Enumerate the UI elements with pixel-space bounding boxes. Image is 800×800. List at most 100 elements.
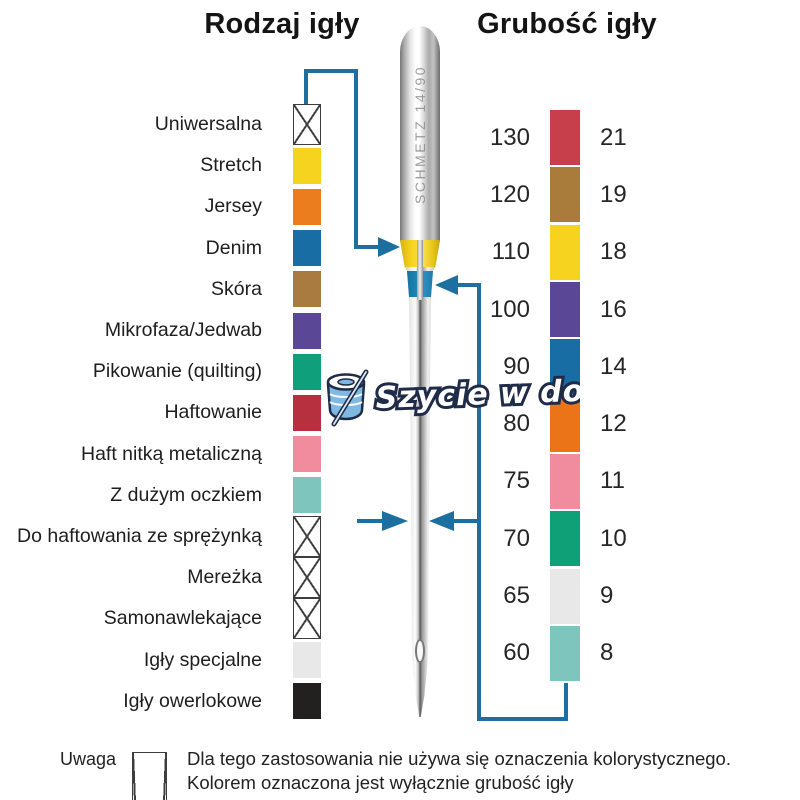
type-color-swatch xyxy=(293,477,321,514)
needle-type-row: Mikrofaza/Jedwab xyxy=(0,310,321,351)
size-eu-value: 65 xyxy=(503,582,530,610)
size-eu-value: 130 xyxy=(489,123,530,151)
size-eu-value: 100 xyxy=(489,295,530,323)
needle-size-row: 120 19 xyxy=(420,166,670,223)
needle-shank: SCHMETZ 14/90 xyxy=(400,26,440,242)
size-color-swatch xyxy=(550,511,580,567)
type-color-swatch-wrap xyxy=(293,269,321,310)
needle-type-row: Denim xyxy=(0,228,321,269)
watermark: Szycie w domu xyxy=(320,364,642,439)
size-eu-value: 120 xyxy=(489,180,530,208)
type-color-swatch xyxy=(293,312,321,349)
size-eu-value: 110 xyxy=(491,238,530,266)
size-color-swatch xyxy=(550,453,580,509)
type-color-swatch xyxy=(293,188,321,225)
size-color-swatch xyxy=(550,282,580,338)
type-color-swatch xyxy=(293,436,321,473)
type-band-arrow xyxy=(378,237,400,257)
needle-type-label: Mereżka xyxy=(187,566,262,589)
type-color-swatch-wrap xyxy=(293,639,321,680)
size-eu-value: 60 xyxy=(503,639,530,667)
needle-size-row: 65 9 xyxy=(420,567,670,624)
type-color-swatch xyxy=(293,104,321,146)
type-color-swatch xyxy=(293,353,321,390)
needle-type-row: Haft nitką metaliczną xyxy=(0,434,321,475)
needle-eye xyxy=(415,639,425,663)
note-line-1: Dla tego zastosowania nie używa się ozna… xyxy=(187,748,731,769)
crossed-box-icon xyxy=(132,752,167,800)
type-color-swatch xyxy=(293,557,321,599)
size-us-value: 8 xyxy=(600,639,614,667)
type-color-swatch-wrap xyxy=(293,598,321,640)
size-us-value: 9 xyxy=(600,582,614,610)
size-color-swatch xyxy=(550,568,580,624)
size-eu-value: 75 xyxy=(503,467,530,495)
type-color-swatch-wrap xyxy=(293,515,321,558)
needle-type-row: Pikowanie (quilting) xyxy=(0,351,321,392)
needle-type-label: Mikrofaza/Jedwab xyxy=(104,319,262,342)
type-color-swatch xyxy=(293,642,321,679)
size-us-value: 12 xyxy=(600,410,627,438)
needle-type-label: Pikowanie (quilting) xyxy=(92,360,262,383)
size-us-value: 16 xyxy=(600,295,627,323)
type-color-swatch-wrap xyxy=(293,434,321,475)
type-color-swatch xyxy=(293,147,321,184)
note-label: Uwaga xyxy=(60,749,117,769)
needle-type-label: Igły owerlokowe xyxy=(123,689,262,712)
size-us-value: 18 xyxy=(600,238,627,266)
type-color-swatch-wrap xyxy=(293,557,321,599)
size-eu-value: 70 xyxy=(503,524,530,552)
needle-type-row: Z dużym oczkiem xyxy=(0,475,321,516)
needle-size-row: 110 18 xyxy=(420,224,670,281)
needle-type-label: Z dużym oczkiem xyxy=(110,483,262,506)
needle-type-row: Haftowanie xyxy=(0,392,321,433)
type-color-swatch-wrap xyxy=(293,104,321,146)
size-us-value: 21 xyxy=(600,123,627,151)
watermark-graphic: Szycie w domu xyxy=(326,369,642,427)
needle-engraving-text: SCHMETZ 14/90 xyxy=(412,64,428,204)
size-color-swatch xyxy=(550,110,580,166)
needle-type-label: Denim xyxy=(205,236,262,259)
size-us-value: 11 xyxy=(600,467,625,495)
size-color-swatch xyxy=(550,167,580,223)
needle-type-label: Do haftowania ze sprężynką xyxy=(17,524,262,547)
size-us-value: 19 xyxy=(600,180,627,208)
needle-type-label: Jersey xyxy=(204,195,262,218)
needle-size-row: 130 21 xyxy=(420,109,670,166)
needle-type-list: Uniwersalna Stretch Jersey Denim xyxy=(0,104,321,722)
needle-type-row: Samonawlekające xyxy=(0,598,321,640)
size-color-swatch xyxy=(550,224,580,280)
needle-type-label: Haft nitką metaliczną xyxy=(81,442,262,465)
size-color-swatch xyxy=(550,625,580,681)
watermark-text: Szycie w domu xyxy=(375,372,580,416)
needle-type-row: Skóra xyxy=(0,269,321,310)
thread-spool-icon xyxy=(326,369,369,427)
needle-groove xyxy=(417,240,423,300)
needle-type-row: Igły owerlokowe xyxy=(0,681,321,722)
size-us-value: 10 xyxy=(600,524,627,552)
width-arrow-left xyxy=(382,511,408,531)
type-color-swatch xyxy=(293,394,321,431)
needle-type-label: Haftowanie xyxy=(164,401,262,424)
needle-type-row: Stretch xyxy=(0,145,321,186)
type-color-swatch xyxy=(293,271,321,308)
type-color-swatch-wrap xyxy=(293,145,321,186)
needle-type-row: Jersey xyxy=(0,186,321,227)
type-color-swatch-wrap xyxy=(293,475,321,516)
needle-size-row: 75 11 xyxy=(420,453,670,510)
type-color-swatch xyxy=(293,515,321,558)
type-color-swatch-wrap xyxy=(293,186,321,227)
needle-type-row: Uniwersalna xyxy=(0,104,321,146)
note-line-2: Kolorem oznaczona jest wyłącznie grubość… xyxy=(187,772,574,793)
needle-size-row: 60 8 xyxy=(420,625,670,682)
needle-type-row: Mereżka xyxy=(0,557,321,599)
note-text: Dla tego zastosowania nie używa się ozna… xyxy=(187,747,787,795)
needle-size-row: 70 10 xyxy=(420,510,670,567)
type-color-swatch-wrap xyxy=(293,392,321,433)
needle-size-row: 100 16 xyxy=(420,281,670,338)
type-color-swatch xyxy=(293,230,321,267)
needle-type-label: Samonawlekające xyxy=(103,607,262,630)
needle-type-label: Uniwersalna xyxy=(154,113,262,136)
needle-type-row: Do haftowania ze sprężynką xyxy=(0,515,321,558)
